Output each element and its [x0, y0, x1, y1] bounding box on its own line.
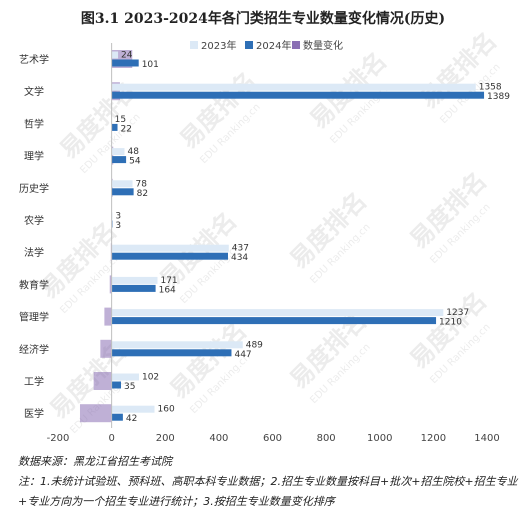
- bar-2024: [111, 156, 127, 164]
- bar-2023: [111, 341, 243, 349]
- category-label: 历史学: [19, 182, 49, 195]
- value-label-2023: 1237: [446, 308, 469, 318]
- footnote: 注：1.未统计试验班、预科班、高职本科专业数据；2.招生专业数量按科目+批次+招…: [18, 475, 518, 508]
- chart-title: 图3.1 2023-2024年各门类招生专业数量变化情况(历史): [80, 11, 446, 27]
- source-note: 数据来源：黑龙江省招生考试院: [18, 455, 172, 468]
- category-label: 医学: [24, 407, 44, 420]
- bar-2024: [111, 123, 118, 131]
- value-label-2024: 447: [234, 350, 251, 360]
- category-label: 哲学: [24, 117, 44, 130]
- bar-2024: [111, 381, 122, 389]
- value-label-2024: 1389: [487, 92, 510, 102]
- value-label-2023: 171: [160, 276, 177, 286]
- legend-label: 2023年: [201, 39, 236, 52]
- bar-2024: [111, 188, 134, 196]
- bar-2024: [111, 91, 485, 99]
- value-label-2023: 160: [158, 405, 175, 415]
- value-label-2023: 48: [127, 147, 139, 157]
- category-label: 教育学: [19, 278, 49, 291]
- value-label-2024: 22: [121, 124, 132, 134]
- bar-2023: [111, 148, 125, 156]
- value-label-2023: 24: [121, 51, 133, 61]
- value-label-2024: 82: [137, 189, 148, 199]
- category-label: 农学: [24, 214, 44, 227]
- legend-swatch: [292, 41, 300, 49]
- change-bar: [79, 404, 112, 423]
- bar-2023: [111, 405, 155, 413]
- change-bar: [111, 82, 120, 101]
- bar-2023: [111, 309, 444, 317]
- x-tick-label: 1200: [421, 433, 446, 444]
- value-label-2024: 3: [115, 221, 121, 231]
- legend-swatch: [245, 41, 253, 49]
- value-label-2023: 489: [246, 340, 263, 350]
- x-tick-label: 400: [209, 433, 228, 444]
- value-label-2023: 102: [142, 373, 159, 383]
- x-tick-label: 1000: [367, 433, 392, 444]
- category-label: 工学: [24, 375, 44, 388]
- bar-2024: [111, 284, 156, 292]
- bar-2024: [111, 349, 232, 357]
- bar-2024: [111, 317, 437, 325]
- x-tick-label: 1400: [474, 433, 499, 444]
- bar-2023: [111, 373, 139, 381]
- bar-2023: [111, 51, 119, 59]
- change-bar: [111, 146, 114, 165]
- value-label-2024: 434: [231, 253, 248, 263]
- value-label-2023: 78: [136, 179, 148, 189]
- x-tick-label: 600: [263, 433, 282, 444]
- change-bar: [93, 372, 112, 390]
- value-label-2024: 1210: [439, 318, 462, 328]
- category-label: 管理学: [19, 311, 49, 324]
- value-label-2023: 3: [115, 212, 121, 222]
- value-label-2024: 164: [159, 285, 176, 295]
- bar-2024: [111, 252, 228, 260]
- value-label-2024: 35: [124, 382, 135, 392]
- value-label-2024: 42: [126, 414, 137, 424]
- x-tick-label: 0: [108, 433, 114, 444]
- bar-2023: [111, 180, 133, 188]
- change-bar: [111, 178, 113, 197]
- bar-2023: [111, 83, 476, 91]
- value-label-2023: 1358: [479, 83, 502, 93]
- category-label: 艺术学: [19, 53, 49, 66]
- category-label: 文学: [24, 85, 44, 98]
- value-label-2024: 101: [142, 60, 159, 70]
- bar-2024: [111, 413, 123, 421]
- legend-label: 2024年: [256, 39, 291, 52]
- bar-2024: [111, 59, 139, 67]
- change-bar: [109, 275, 112, 294]
- legend-swatch: [190, 41, 198, 49]
- change-bar: [104, 307, 112, 326]
- value-label-2023: 15: [115, 115, 126, 125]
- x-tick-label: 800: [317, 433, 336, 444]
- bar-2023: [111, 244, 229, 252]
- bar-2023: [111, 276, 158, 284]
- change-bar: [100, 339, 112, 358]
- legend-label: 数量变化: [303, 39, 343, 52]
- category-label: 理学: [24, 150, 44, 163]
- x-tick-label: -200: [47, 433, 70, 444]
- value-label-2023: 437: [232, 244, 249, 254]
- category-label: 法学: [24, 246, 44, 259]
- category-label: 经济学: [19, 343, 49, 356]
- x-tick-label: 200: [156, 433, 175, 444]
- value-label-2024: 54: [129, 157, 141, 167]
